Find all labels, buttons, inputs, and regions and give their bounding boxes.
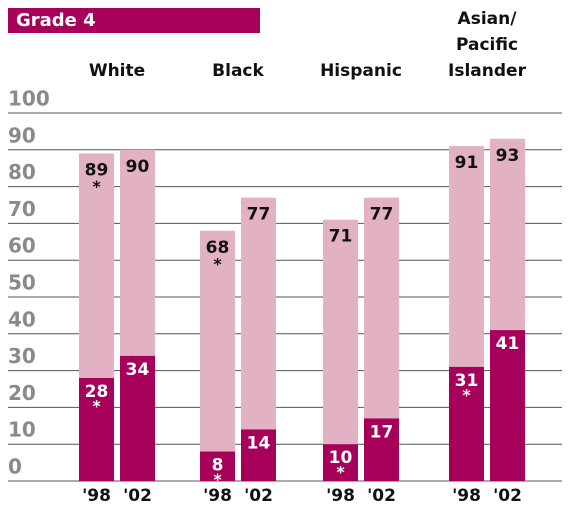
x-tick-label: '98: [82, 486, 111, 506]
x-tick-label: '98: [452, 486, 481, 506]
title-box: [8, 8, 260, 33]
x-tick-label: '02: [123, 486, 152, 506]
value-label: 41: [496, 334, 520, 354]
value-label: 77: [370, 205, 394, 225]
bar: [200, 451, 235, 481]
bar: [79, 377, 114, 481]
x-tick-label: '02: [367, 486, 396, 506]
bar: [200, 230, 235, 481]
y-tick-label: 80: [8, 160, 36, 184]
value-label: 77: [247, 205, 271, 225]
y-tick-label: 70: [8, 197, 36, 221]
y-tick-label: 20: [8, 381, 36, 405]
y-tick-label: 10: [8, 418, 36, 442]
value-label: 10: [329, 448, 353, 468]
y-tick-label: 100: [8, 87, 50, 111]
y-tick-label: 90: [8, 123, 36, 147]
value-label: 31: [455, 371, 479, 391]
y-tick-label: 0: [8, 455, 22, 479]
significance-mark: *: [92, 177, 101, 196]
y-tick-label: 50: [8, 271, 36, 295]
value-label: 91: [455, 153, 479, 173]
group-label: Asian/ Pacific Islander: [448, 9, 526, 81]
bar: [323, 219, 358, 481]
y-tick-label: 60: [8, 234, 36, 258]
value-label: 28: [85, 382, 109, 402]
significance-mark: *: [462, 385, 471, 404]
value-label: 68: [206, 238, 230, 258]
value-label: 14: [247, 433, 271, 453]
value-label: 8: [212, 456, 224, 476]
x-tick-label: '02: [493, 486, 522, 506]
bar: [449, 366, 484, 481]
y-tick-label: 30: [8, 344, 36, 368]
value-label: 93: [496, 146, 520, 166]
bar: [490, 330, 525, 481]
significance-mark: *: [213, 470, 222, 489]
value-label: 89: [85, 160, 109, 180]
group-label: Black: [212, 61, 264, 81]
value-label: 17: [370, 422, 394, 442]
x-tick-label: '98: [203, 486, 232, 506]
group-label: White: [88, 61, 146, 81]
y-tick-label: 40: [8, 307, 36, 331]
x-tick-label: '98: [326, 486, 355, 506]
significance-mark: *: [213, 254, 222, 273]
chart-title: Grade 4: [16, 10, 96, 31]
bar: [323, 444, 358, 481]
bar: [364, 418, 399, 481]
group-label: Hispanic: [320, 61, 402, 81]
value-label: 71: [329, 227, 353, 247]
value-label: 34: [126, 360, 150, 380]
bar: [120, 355, 155, 481]
value-label: 90: [126, 157, 150, 177]
bar: [241, 429, 276, 481]
significance-mark: *: [336, 463, 345, 482]
significance-mark: *: [92, 396, 101, 415]
x-tick-label: '02: [244, 486, 273, 506]
